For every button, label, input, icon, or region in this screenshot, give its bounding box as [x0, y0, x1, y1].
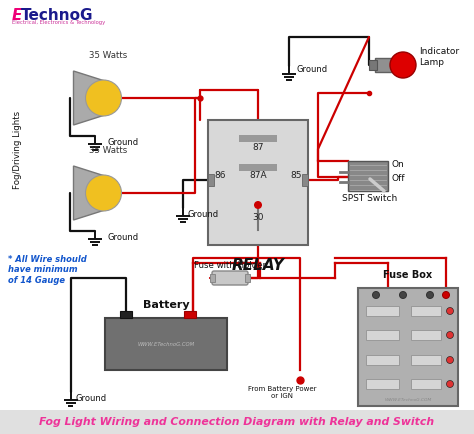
Bar [302, 174, 308, 186]
Text: 85: 85 [290, 171, 302, 180]
Bar [358, 288, 458, 406]
Text: 35 Watts: 35 Watts [89, 146, 127, 155]
Circle shape [447, 381, 454, 388]
Bar [411, 330, 441, 340]
Circle shape [373, 292, 380, 299]
Circle shape [447, 356, 454, 364]
Circle shape [447, 308, 454, 315]
Bar [245, 274, 250, 282]
Bar [366, 306, 399, 316]
Circle shape [85, 80, 121, 116]
Bar [369, 60, 377, 70]
Bar [208, 120, 308, 245]
Text: Ground: Ground [108, 138, 139, 147]
Text: Fog/Driving Lights: Fog/Driving Lights [13, 111, 22, 189]
Bar [119, 311, 132, 318]
Polygon shape [73, 71, 107, 125]
Text: From Battery Power
or IGN: From Battery Power or IGN [248, 386, 316, 399]
Text: WWW.ETechnoG.COM: WWW.ETechnoG.COM [384, 398, 432, 402]
Text: Battery: Battery [143, 300, 189, 310]
Text: On: On [392, 160, 405, 169]
Bar [105, 318, 227, 370]
Bar [210, 274, 215, 282]
Bar [411, 379, 441, 389]
Text: E: E [12, 8, 22, 23]
Text: RELAY: RELAY [232, 258, 284, 273]
Bar [348, 161, 388, 191]
Text: Electrical, Electronics & Technology: Electrical, Electronics & Technology [12, 20, 105, 25]
Text: Fog Light Wiring and Connection Diagram with Relay and Switch: Fog Light Wiring and Connection Diagram … [39, 417, 435, 427]
Text: 86: 86 [214, 171, 226, 180]
Polygon shape [73, 166, 107, 220]
Text: WWW.ETechnoG.COM: WWW.ETechnoG.COM [137, 342, 194, 346]
Circle shape [85, 175, 121, 211]
FancyBboxPatch shape [212, 271, 248, 285]
Text: SPST Switch: SPST Switch [342, 194, 398, 203]
Text: Off: Off [392, 174, 405, 183]
Circle shape [443, 292, 449, 299]
Bar [239, 164, 277, 171]
Text: Ground: Ground [188, 210, 219, 219]
Text: 87: 87 [252, 143, 264, 152]
Bar [366, 330, 399, 340]
Bar [411, 355, 441, 365]
Text: * All Wire should
have minimum
of 14 Gauge: * All Wire should have minimum of 14 Gau… [8, 255, 87, 285]
Text: 30: 30 [252, 213, 264, 222]
Circle shape [447, 332, 454, 339]
Circle shape [254, 201, 262, 209]
Text: 35 Watts: 35 Watts [89, 51, 127, 60]
Bar [366, 355, 399, 365]
Text: TechnoG: TechnoG [21, 8, 93, 23]
Circle shape [390, 52, 416, 78]
Text: Ground: Ground [297, 65, 328, 74]
Text: Fuse Box: Fuse Box [383, 270, 433, 280]
Text: Ground: Ground [76, 394, 107, 403]
Bar [375, 58, 397, 72]
Bar [366, 379, 399, 389]
Circle shape [427, 292, 434, 299]
Bar [0, 410, 474, 434]
Bar [184, 311, 197, 318]
Bar [239, 135, 277, 142]
Text: Indicator
Lamp: Indicator Lamp [419, 47, 459, 67]
Text: Fuse with Holder: Fuse with Holder [194, 261, 266, 270]
Bar [208, 174, 214, 186]
Bar [411, 306, 441, 316]
Circle shape [400, 292, 407, 299]
Text: Ground: Ground [108, 233, 139, 242]
Text: 87A: 87A [249, 171, 267, 180]
